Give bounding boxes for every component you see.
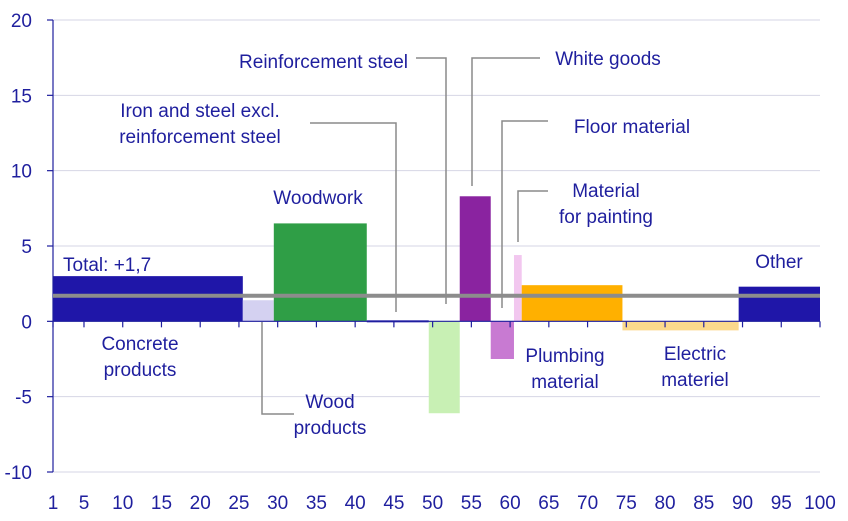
x-tick-label: 65 xyxy=(538,493,559,514)
x-tick-label: 35 xyxy=(306,493,327,514)
x-tick-label: 75 xyxy=(616,493,637,514)
bar-label: for painting xyxy=(559,207,653,228)
x-tick-label: 100 xyxy=(804,493,836,514)
bar-label: products xyxy=(294,418,367,439)
bar-label: Wood xyxy=(305,392,354,413)
y-tick-label: -10 xyxy=(5,463,32,484)
bar-plumbing-material xyxy=(521,285,623,322)
y-tick-label: 5 xyxy=(21,237,32,258)
total-label: Total: +1,7 xyxy=(63,255,151,276)
y-tick-label: 15 xyxy=(11,86,32,107)
x-tick-label: 60 xyxy=(500,493,521,514)
x-tick-label: 5 xyxy=(79,493,90,514)
x-tick-label: 90 xyxy=(732,493,753,514)
bar-label: Electric xyxy=(664,344,726,365)
bar-label: reinforcement steel xyxy=(119,127,281,148)
leader-line xyxy=(471,57,540,186)
bar-label: Woodwork xyxy=(273,188,363,209)
bar-label: Iron and steel excl. xyxy=(120,101,279,122)
x-tick-label: 95 xyxy=(771,493,792,514)
y-tick-label: 10 xyxy=(11,162,32,183)
leader-lines xyxy=(261,57,548,415)
bar-label: products xyxy=(104,360,177,381)
y-tick-label: 0 xyxy=(21,312,32,333)
x-tick-label: 45 xyxy=(383,493,404,514)
leader-line xyxy=(517,190,548,242)
x-tick-label: 80 xyxy=(654,493,675,514)
x-tick-label: 15 xyxy=(151,493,172,514)
bar-label: Other xyxy=(755,252,803,273)
x-tick-label: 25 xyxy=(228,493,249,514)
total-line-group: Total: +1,7 xyxy=(53,255,820,298)
bar-reinforcement-steel xyxy=(428,321,460,414)
x-tick-label: 10 xyxy=(112,493,133,514)
bar-labels: Concrete products Wood products Woodwork Iron… xyxy=(101,49,803,439)
bar-wood-products xyxy=(242,300,274,322)
bar-floor-material xyxy=(490,321,514,359)
y-tick-label: 20 xyxy=(11,11,32,32)
bar-woodwork xyxy=(273,223,367,322)
bar-concrete-products xyxy=(53,276,243,322)
x-tick-label: 1 xyxy=(48,493,59,514)
bar-label: material xyxy=(531,372,599,393)
x-tick-label: 50 xyxy=(422,493,443,514)
leader-line xyxy=(501,120,548,308)
bar-electric-materiel xyxy=(622,321,739,331)
x-tick-label: 70 xyxy=(577,493,598,514)
bar-label: materiel xyxy=(661,370,729,391)
bar-material-for-painting xyxy=(513,255,522,322)
y-tick-label: -5 xyxy=(15,388,32,409)
leader-line xyxy=(416,57,447,304)
x-tick-label: 20 xyxy=(190,493,211,514)
bar-label: Plumbing xyxy=(525,346,604,367)
bar-label: Reinforcement steel xyxy=(239,52,408,73)
bars xyxy=(53,196,820,414)
bar-other xyxy=(738,286,820,322)
x-tick-label: 55 xyxy=(461,493,482,514)
x-tick-label: 30 xyxy=(267,493,288,514)
x-tick-label: 40 xyxy=(345,493,366,514)
bar-label: Concrete xyxy=(101,334,178,355)
leader-line xyxy=(310,122,397,312)
axes xyxy=(47,19,821,473)
bar-label: Material xyxy=(572,181,640,202)
bar-white-goods xyxy=(459,196,491,322)
bar-label: White goods xyxy=(555,49,661,70)
x-tick-label: 85 xyxy=(693,493,714,514)
bar-label: Floor material xyxy=(574,117,690,138)
leader-line xyxy=(261,322,294,415)
